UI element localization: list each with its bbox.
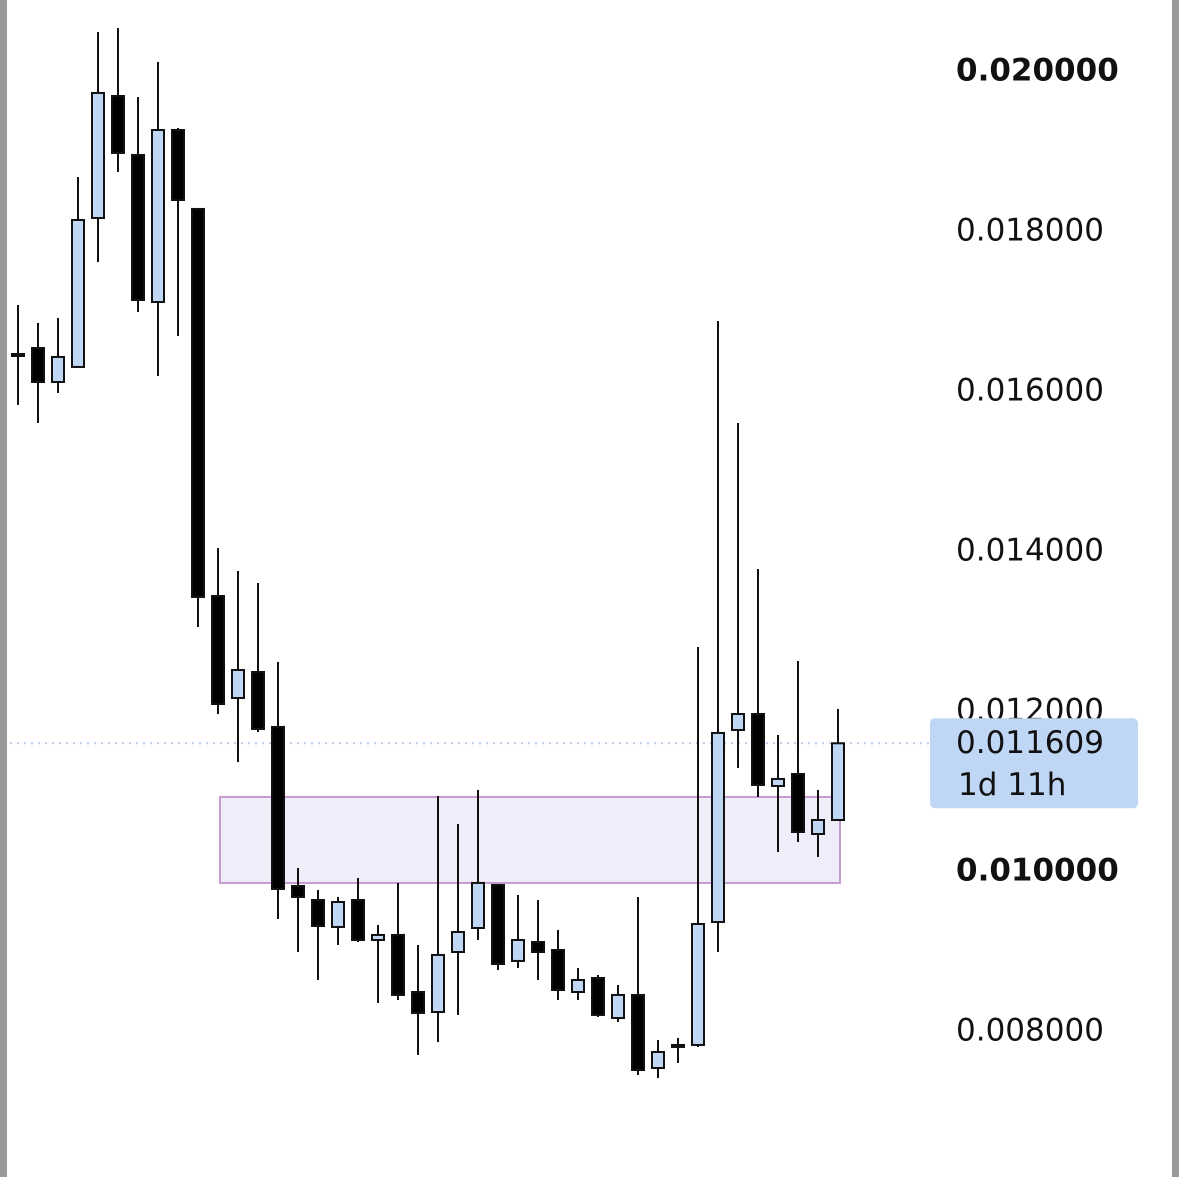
- candle-body: [391, 933, 405, 996]
- candle-body: [771, 777, 785, 788]
- candle-body: [531, 941, 545, 953]
- candle-body: [291, 885, 305, 898]
- y-tick-label: 0.014000: [956, 533, 1104, 569]
- candle-body: [511, 939, 525, 962]
- candle-body: [131, 153, 145, 301]
- candle-body: [91, 91, 105, 219]
- candle-body: [711, 731, 725, 924]
- y-tick-label: 0.010000: [956, 853, 1119, 889]
- candle-body: [271, 725, 285, 890]
- candle-body: [831, 742, 845, 822]
- candle-body: [171, 129, 185, 201]
- candle-body: [691, 923, 705, 1046]
- last-price-box: [930, 718, 1138, 809]
- candle-body: [651, 1051, 665, 1069]
- candle-body: [571, 979, 585, 993]
- candle-body: [231, 669, 245, 699]
- candle-body: [331, 901, 345, 928]
- candle-body: [811, 819, 825, 835]
- candle-body: [611, 993, 625, 1020]
- left-border: [0, 0, 7, 1177]
- candle-body: [371, 933, 385, 942]
- y-tick-label: 0.018000: [956, 213, 1104, 249]
- right-border: [1172, 0, 1179, 1177]
- candle-body: [631, 993, 645, 1072]
- candle-body: [11, 353, 25, 357]
- last-price-label: 0.011609: [956, 725, 1104, 761]
- y-tick-label: 0.008000: [956, 1013, 1104, 1049]
- candle-body: [71, 219, 85, 368]
- candle-body: [671, 1043, 685, 1048]
- candle-body: [351, 899, 365, 941]
- candle-body: [451, 931, 465, 953]
- candle-body: [251, 671, 265, 730]
- candle-body: [731, 713, 745, 731]
- candle-body: [471, 881, 485, 930]
- candle-body: [751, 713, 765, 786]
- candle-body: [551, 949, 565, 991]
- countdown-label: 1d 11h: [958, 767, 1066, 803]
- candle-body: [31, 347, 45, 383]
- candle-body: [431, 953, 445, 1014]
- candle-body: [211, 595, 225, 705]
- candle-body: [411, 991, 425, 1014]
- candle-body: [51, 355, 65, 383]
- y-tick-label: 0.020000: [956, 53, 1119, 89]
- candle-body: [191, 207, 205, 598]
- candle-body: [111, 95, 125, 154]
- candle-body: [791, 773, 805, 833]
- candle-body: [151, 129, 165, 303]
- candle-body: [311, 899, 325, 927]
- y-tick-label: 0.016000: [956, 373, 1104, 409]
- zone: [219, 795, 841, 884]
- candle-body: [591, 977, 605, 1016]
- candle-body: [491, 883, 505, 966]
